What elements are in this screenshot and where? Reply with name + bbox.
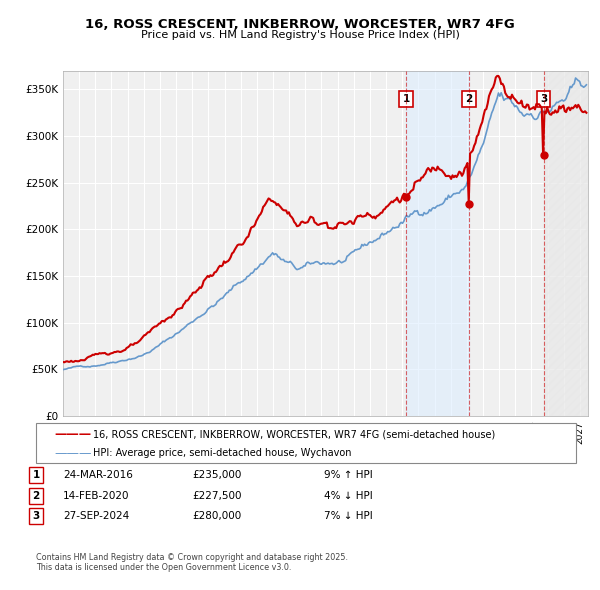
Text: 1: 1	[32, 470, 40, 480]
Text: This data is licensed under the Open Government Licence v3.0.: This data is licensed under the Open Gov…	[36, 563, 292, 572]
Text: Contains HM Land Registry data © Crown copyright and database right 2025.: Contains HM Land Registry data © Crown c…	[36, 553, 348, 562]
Text: 2: 2	[465, 94, 472, 104]
Text: £227,500: £227,500	[192, 491, 241, 500]
Text: 24-MAR-2016: 24-MAR-2016	[63, 470, 133, 480]
Text: 9% ↑ HPI: 9% ↑ HPI	[324, 470, 373, 480]
Bar	[544, 71, 588, 416]
Text: 1: 1	[403, 94, 410, 104]
Text: 2: 2	[32, 491, 40, 500]
Text: £280,000: £280,000	[192, 512, 241, 521]
Text: Price paid vs. HM Land Registry's House Price Index (HPI): Price paid vs. HM Land Registry's House …	[140, 30, 460, 40]
Text: 27-SEP-2024: 27-SEP-2024	[63, 512, 129, 521]
Text: 16, ROSS CRESCENT, INKBERROW, WORCESTER, WR7 4FG (semi-detached house): 16, ROSS CRESCENT, INKBERROW, WORCESTER,…	[93, 430, 495, 440]
Text: 4% ↓ HPI: 4% ↓ HPI	[324, 491, 373, 500]
Text: 7% ↓ HPI: 7% ↓ HPI	[324, 512, 373, 521]
Text: 3: 3	[32, 512, 40, 521]
Text: 14-FEB-2020: 14-FEB-2020	[63, 491, 130, 500]
Text: 3: 3	[540, 94, 547, 104]
Text: £235,000: £235,000	[192, 470, 241, 480]
Text: ———: ———	[54, 428, 91, 441]
Bar	[406, 71, 469, 416]
Text: HPI: Average price, semi-detached house, Wychavon: HPI: Average price, semi-detached house,…	[93, 448, 352, 458]
Text: 16, ROSS CRESCENT, INKBERROW, WORCESTER, WR7 4FG: 16, ROSS CRESCENT, INKBERROW, WORCESTER,…	[85, 18, 515, 31]
Text: ———: ———	[54, 447, 91, 460]
